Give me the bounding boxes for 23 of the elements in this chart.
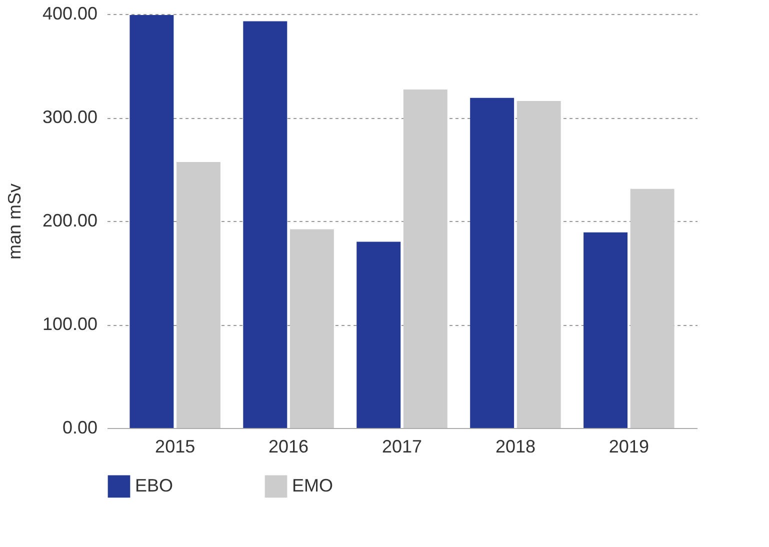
bar [584, 232, 628, 428]
y-axis-title: man mSv [4, 183, 24, 260]
x-tick-label: 2015 [155, 436, 196, 456]
bar [243, 21, 288, 428]
bar [470, 98, 514, 428]
y-tick-label: 200.00 [42, 210, 98, 230]
bar [290, 229, 334, 428]
bar [516, 100, 561, 428]
y-tick-label: 0.00 [62, 418, 98, 438]
y-tick-label: 100.00 [42, 314, 98, 334]
bar [356, 242, 401, 428]
x-tick-label: 2016 [268, 436, 309, 456]
bar [176, 162, 220, 428]
y-tick-label: 300.00 [42, 107, 98, 127]
legend-label: EBO [135, 475, 174, 496]
bar [630, 188, 674, 428]
y-tick-label: 400.00 [42, 4, 98, 24]
x-tick-label: 2017 [382, 436, 422, 456]
x-tick-label: 2018 [495, 436, 536, 456]
legend-label: EMO [292, 475, 334, 496]
x-tick-label: 2019 [608, 436, 649, 456]
bar [130, 15, 174, 428]
bar [403, 90, 448, 428]
